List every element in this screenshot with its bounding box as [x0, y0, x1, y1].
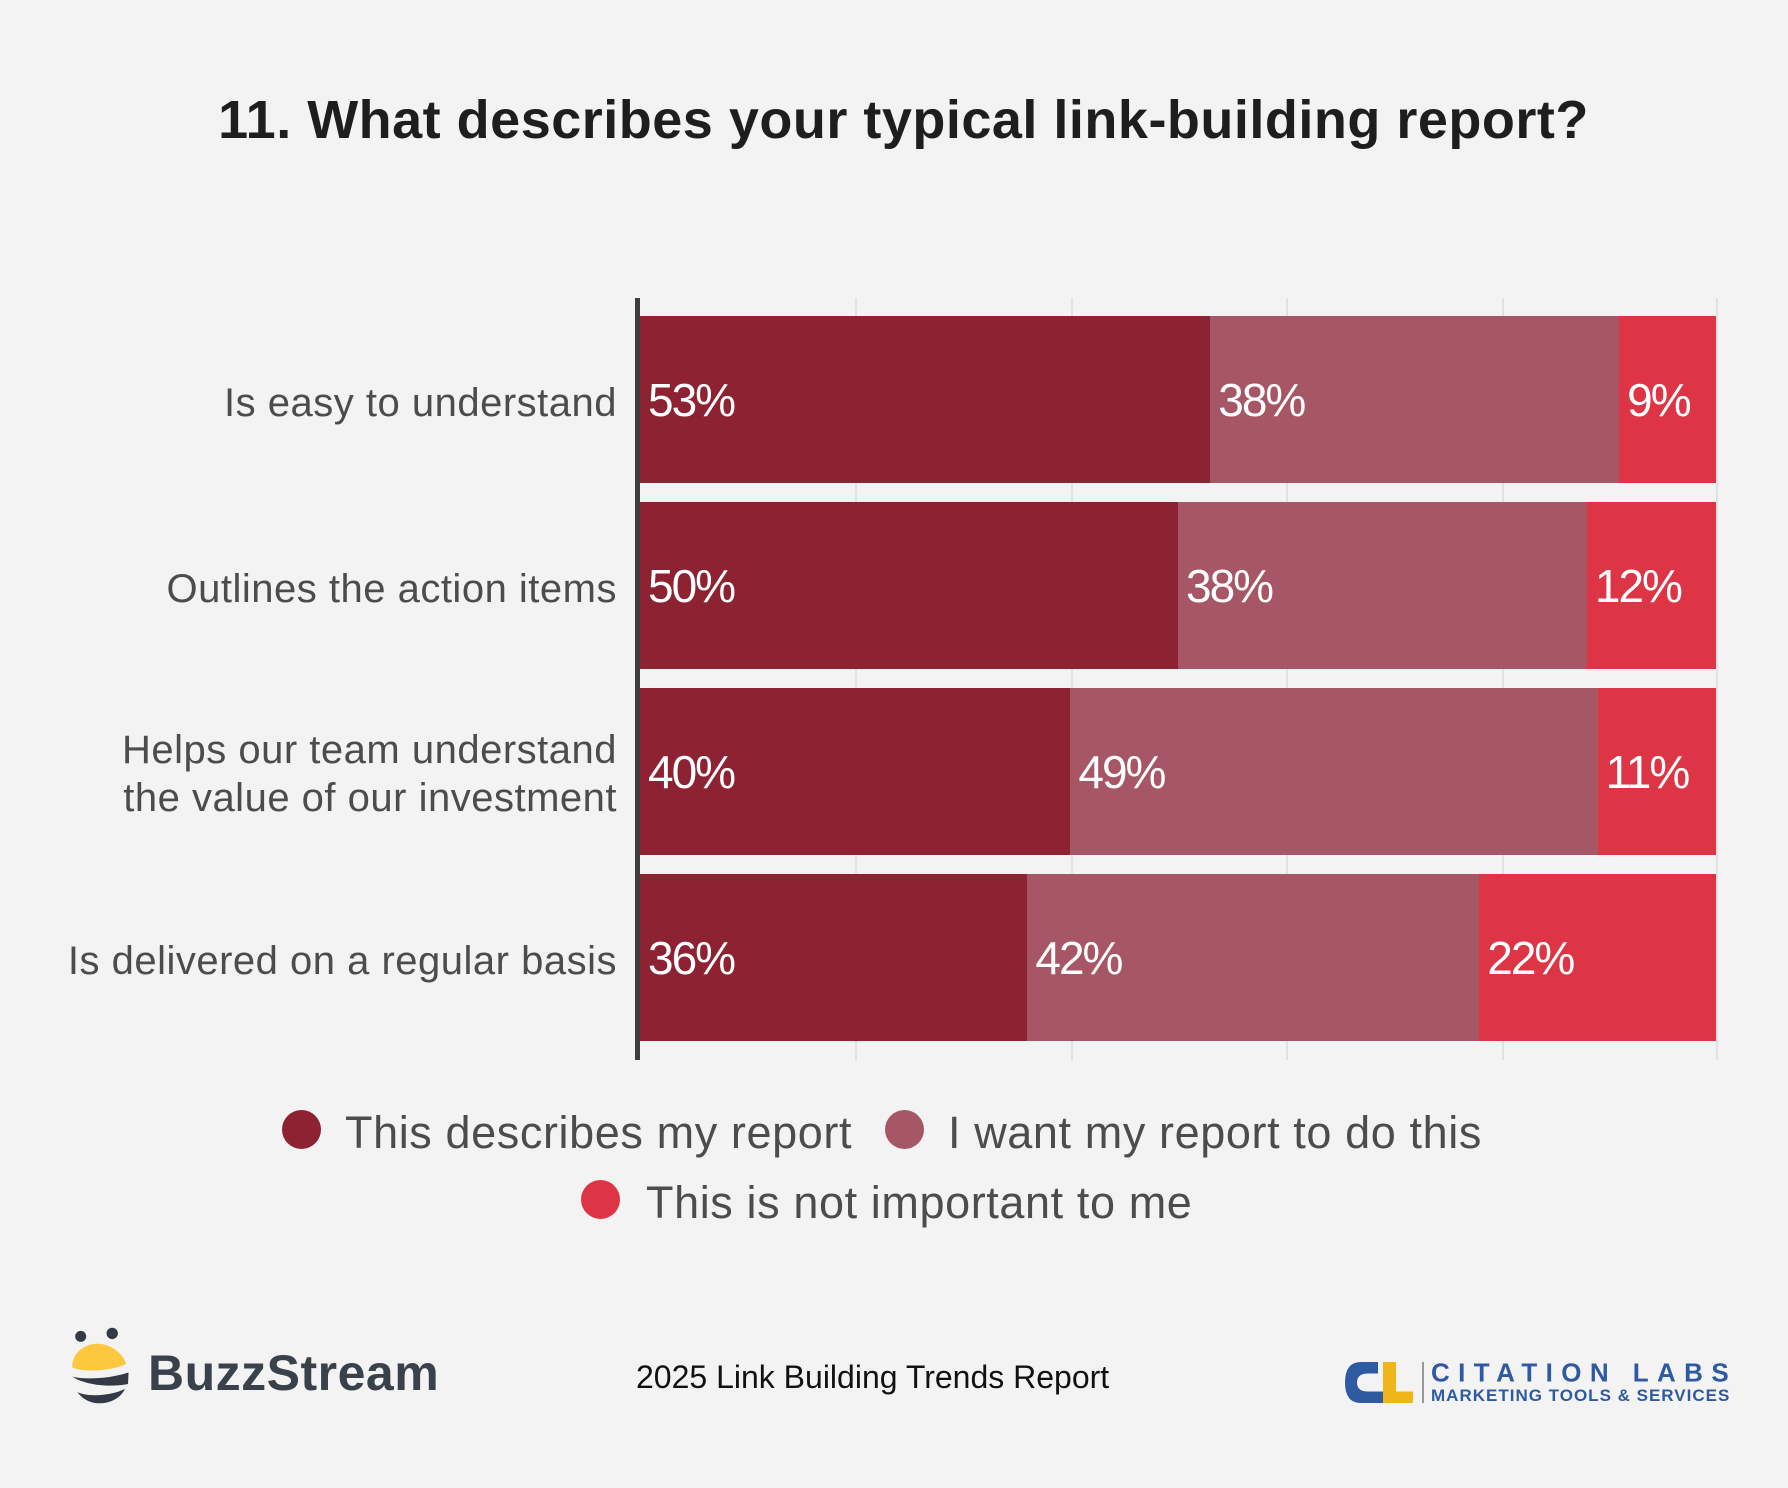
svg-text:MARKETING TOOLS & SERVICES: MARKETING TOOLS & SERVICES	[1431, 1386, 1730, 1405]
svg-text:CITATION LABS: CITATION LABS	[1431, 1358, 1735, 1388]
